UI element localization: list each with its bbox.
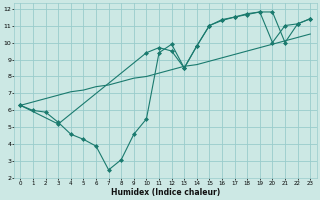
X-axis label: Humidex (Indice chaleur): Humidex (Indice chaleur) [111,188,220,197]
